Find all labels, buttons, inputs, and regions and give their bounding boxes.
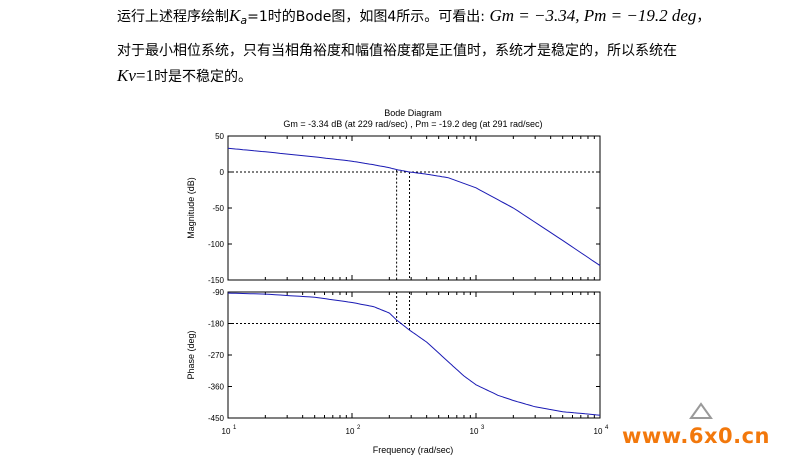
magnitude-plot-frame [227, 135, 601, 281]
magnitude-ytick-label: 0 [220, 168, 225, 177]
paragraph-line-2: 对于最小相位系统，只有当相角裕度和幅值裕度都是正值时，系统才是稳定的，所以系统在 [117, 43, 677, 59]
paragraph-line-1: 运行上述程序绘制Ka=1时的Bode图，如图4所示。可看出: Gm = −3.3… [117, 6, 710, 27]
phase-ytick-label: -90 [212, 288, 224, 297]
magnitude-ytick-label: -150 [208, 276, 225, 285]
frequency-tick-exponent: 4 [605, 425, 609, 431]
magnitude-axis-label: Magnitude (dB) [186, 177, 196, 239]
comma: ， [696, 9, 711, 25]
chart-title: Bode Diagram [384, 108, 442, 118]
phase-ytick-label: -270 [208, 351, 225, 360]
kv-equals: =1 [135, 66, 154, 85]
watermark-text: www.6x0.cn [622, 424, 770, 448]
frequency-tick-exponent: 1 [233, 425, 237, 431]
frequency-tick-label: 10 [222, 427, 231, 436]
intro-text: 运行上述程序绘制 [117, 9, 229, 25]
chart-subtitle: Gm = -3.34 dB (at 229 rad/sec) , Pm = -1… [283, 119, 542, 129]
k-symbol: K [229, 6, 241, 25]
frequency-tick-label: 10 [470, 427, 479, 436]
intro-text-2: =1时的Bode图，如图4所示。可看出: [247, 9, 486, 25]
phase-ytick-label: -180 [208, 320, 225, 329]
phase-ytick-label: -450 [208, 414, 225, 423]
magnitude-plot: 50 0 -50 -100 -150 [208, 132, 601, 285]
phase-plot-frame [227, 291, 601, 419]
frequency-tick-exponent: 2 [357, 425, 361, 431]
frequency-tick-exponent: 3 [481, 425, 485, 431]
k-subscript: a [240, 14, 248, 27]
watermark-logo-icon [689, 402, 713, 419]
paragraph-line-3: Kv=1时是不稳定的。 [117, 66, 252, 86]
margin-formula: Gm = −3.34, Pm = −19.2 deg [489, 6, 697, 25]
conclusion-text: 时是不稳定的。 [153, 69, 252, 85]
magnitude-ytick-label: -50 [212, 204, 224, 213]
phase-axis-label: Phase (deg) [186, 330, 196, 379]
phase-series-line-0 [227, 292, 601, 416]
magnitude-ytick-label: -100 [208, 240, 225, 249]
frequency-axis-label: Frequency (rad/sec) [373, 445, 454, 455]
kv-symbol: Kv [117, 66, 136, 85]
magnitude-series-line-0 [227, 147, 601, 267]
frequency-tick-label: 10 [346, 427, 355, 436]
magnitude-ytick-label: 50 [215, 132, 224, 141]
frequency-tick-label: 10 [594, 427, 603, 436]
phase-ytick-label: -360 [208, 383, 225, 392]
